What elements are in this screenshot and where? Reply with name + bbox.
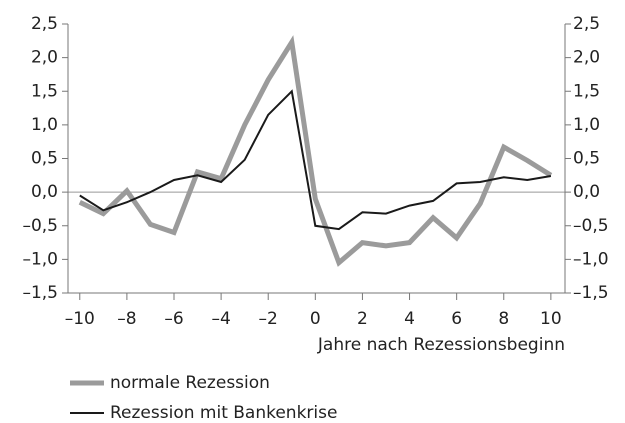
x-tick-label: 8 <box>498 309 509 329</box>
y2-tick-label: 2,5 <box>573 14 600 34</box>
line-series <box>78 35 553 267</box>
y-tick-label: 2,0 <box>31 48 58 68</box>
y2-tick-label: 1,5 <box>573 81 600 101</box>
x-tick-label: 2 <box>357 309 368 329</box>
x-tick-label: 10 <box>540 309 562 329</box>
x-tick-label: –4 <box>211 309 230 329</box>
x-tick-label: –6 <box>164 309 183 329</box>
x-tick-label: –10 <box>65 309 95 329</box>
y-tick-label: 2,5 <box>31 14 58 34</box>
line-series <box>79 89 552 231</box>
y-tick-label: 0,5 <box>31 149 58 169</box>
x-tick-label: –2 <box>259 309 278 329</box>
y2-tick-label: –1,0 <box>573 249 609 269</box>
y2-tick-label: 1,0 <box>573 115 600 135</box>
y-tick-label: 1,0 <box>31 115 58 135</box>
x-tick-label: –8 <box>117 309 136 329</box>
y2-tick-label: 2,0 <box>573 48 600 68</box>
x-axis-label: Jahre nach Rezessionsbeginn <box>317 335 565 355</box>
x-tick-label: 0 <box>310 309 321 329</box>
y-tick-label: –0,5 <box>22 216 58 236</box>
y2-tick-label: –0,5 <box>573 216 609 236</box>
x-tick-label: 6 <box>451 309 462 329</box>
y2-tick-label: –1,5 <box>573 283 609 303</box>
y-tick-label: –1,0 <box>22 249 58 269</box>
legend-label: Rezession mit Bankenkrise <box>110 403 337 423</box>
x-tick-label: 4 <box>404 309 415 329</box>
legend-label: normale Rezession <box>110 373 270 393</box>
y-tick-label: 0,0 <box>31 182 58 202</box>
y-tick-label: 1,5 <box>31 81 58 101</box>
y2-tick-label: 0,5 <box>573 149 600 169</box>
y2-tick-label: 0,0 <box>573 182 600 202</box>
y-tick-label: –1,5 <box>22 283 58 303</box>
